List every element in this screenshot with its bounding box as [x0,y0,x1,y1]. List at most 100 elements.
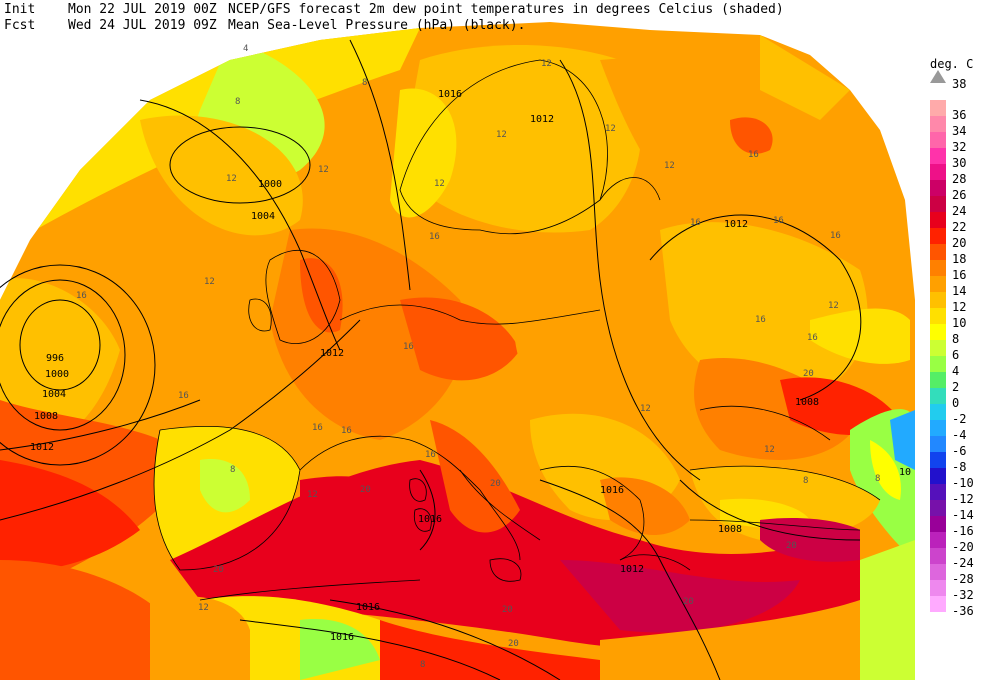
legend-label: 36 [952,108,967,122]
header-line-2: Fcst Wed 24 JUL 2019 09Z Mean Sea-Level Pr… [4,18,784,34]
isobars [0,39,862,680]
legend-item: -20 [930,532,1000,554]
legend-item: -6 [930,436,1000,458]
isobar-label: 1012 [530,114,554,125]
temp-label: 12 [605,124,616,134]
legend-item: 36 [930,100,1000,122]
legend-swatch [930,308,946,324]
legend-label: -24 [952,556,974,570]
legend-item: -8 [930,452,1000,474]
legend-swatch [930,276,946,292]
legend-label: 6 [952,348,960,362]
forecast-date: Wed 24 JUL 2019 09Z [68,18,217,33]
map-title: NCEP/GFS forecast 2m dew point temperatu… [228,2,784,17]
temp-label: 8 [420,660,425,670]
legend-label: -20 [952,540,974,554]
legend-overflow-arrow [930,70,946,83]
legend-item: 10 [930,308,1000,330]
temp-label: 16 [807,333,818,343]
legend-swatch [930,500,946,516]
temp-label: 12 [764,445,775,455]
isobar-label: 1016 [418,514,442,525]
legend-swatch [930,356,946,372]
legend-swatch [930,452,946,468]
isobar-label: 10 [899,467,911,478]
legend-swatch [930,548,946,564]
legend-label: 16 [952,268,967,282]
temp-label: 16 [429,232,440,242]
legend-swatch [930,404,946,420]
legend-label: 4 [952,364,960,378]
legend-label: -14 [952,508,974,522]
legend-item: -12 [930,484,1000,506]
temp-label: 4 [243,44,248,54]
legend-swatch [930,132,946,148]
legend-item: 18 [930,244,1000,266]
temp-label: 16 [773,216,784,226]
legend-swatch [930,244,946,260]
map-subtitle: Mean Sea-Level Pressure (hPa) (black). [228,18,526,33]
isobar-label: 1008 [34,411,58,422]
temp-label: 16 [690,218,701,228]
temp-label: 8 [803,476,808,486]
legend-swatch [930,196,946,212]
temp-label: 12 [828,301,839,311]
legend-item: 34 [930,116,1000,138]
temp-label: 20 [683,597,694,607]
legend-item: -10 [930,468,1000,490]
legend-label: 32 [952,140,967,154]
legend-swatch [930,260,946,276]
temp-label: 16 [755,315,766,325]
legend-item: 0 [930,388,1000,410]
legend-item: -28 [930,564,1000,586]
legend-item: 2 [930,372,1000,394]
legend-label: 0 [952,396,960,410]
temperature-labels: 4 8 8 12 12 12 12 12 12 12 16 16 16 16 1… [76,44,880,670]
temp-label: 20 [213,565,224,575]
isobar-label: 1008 [795,397,819,408]
legend-swatch [930,564,946,580]
legend-swatch [930,580,946,596]
temp-label: 16 [830,231,841,241]
legend-label: 14 [952,284,967,298]
legend-item: 32 [930,132,1000,154]
dewpoint-shading [0,22,915,680]
legend-swatch [930,436,946,452]
temp-label: 12 [640,404,651,414]
isobar-label: 1012 [320,348,344,359]
legend-swatch [930,148,946,164]
header-line-1: Init Mon 22 JUL 2019 00Z NCEP/GFS forecast… [4,2,784,18]
isobar-label: 1012 [620,564,644,575]
temp-label: 8 [230,465,235,475]
isobar-labels: 1016 1012 1000 1004 996 1000 1004 1008 1… [30,89,911,643]
legend-label: -2 [952,412,967,426]
legend-swatch [930,532,946,548]
legend-swatch [930,292,946,308]
legend-swatch [930,324,946,340]
legend-item: 26 [930,180,1000,202]
legend-swatch [930,116,946,132]
legend-label: 10 [952,316,967,330]
legend-label: 30 [952,156,967,170]
temp-label: 16 [425,450,436,460]
legend-item: 4 [930,356,1000,378]
legend-swatch [930,100,946,116]
temp-label: 8 [235,97,240,107]
legend-label: 34 [952,124,967,138]
legend-item: -24 [930,548,1000,570]
legend-label: 20 [952,236,967,250]
legend-item: 20 [930,228,1000,250]
legend-label: -6 [952,444,967,458]
legend-swatch [930,164,946,180]
isobar-label: 1008 [718,524,742,535]
temp-label: 12 [434,179,445,189]
legend-item: 28 [930,164,1000,186]
legend-label: -32 [952,588,974,602]
legend-unit: deg. C [930,57,974,71]
init-date: Mon 22 JUL 2019 00Z [68,2,217,17]
temp-label: 12 [318,165,329,175]
legend-item: 16 [930,260,1000,282]
isobar-label: 1000 [258,179,282,190]
legend-label: -16 [952,524,974,538]
